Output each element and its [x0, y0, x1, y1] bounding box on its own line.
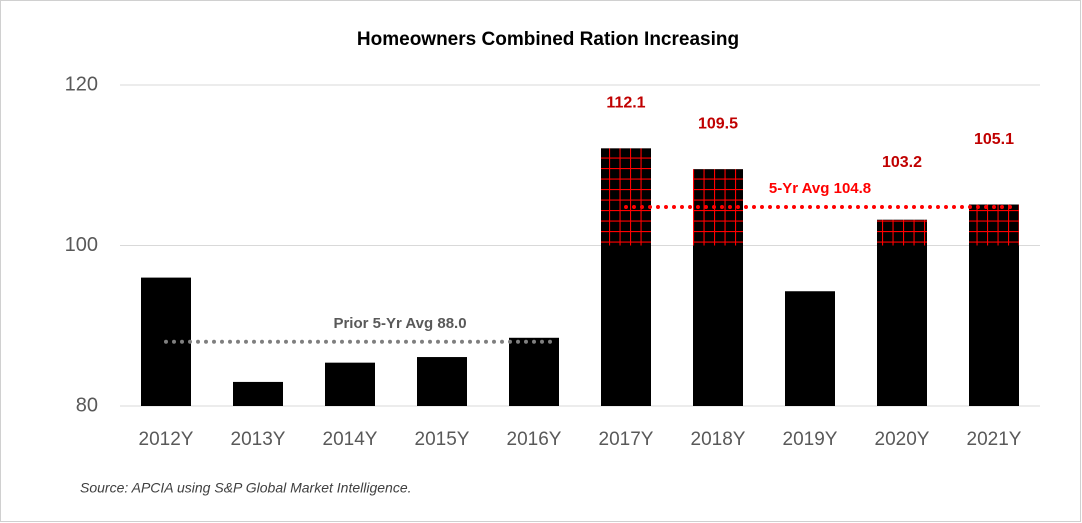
- x-tick-label: 2019Y: [783, 429, 838, 450]
- bar: [325, 362, 375, 406]
- chart-title: Homeowners Combined Ration Increasing: [357, 29, 739, 50]
- average-label: 5-Yr Avg 104.8: [769, 180, 871, 197]
- value-label: 109.5: [698, 115, 738, 132]
- y-tick-label: 120: [65, 73, 98, 95]
- y-tick-label: 80: [76, 394, 98, 416]
- x-tick-label: 2012Y: [139, 429, 194, 450]
- value-label: 112.1: [606, 95, 645, 112]
- bar: [417, 357, 467, 406]
- x-tick-label: 2015Y: [415, 429, 470, 450]
- x-tick-label: 2021Y: [967, 429, 1022, 450]
- source-note: Source: APCIA using S&P Global Market In…: [80, 480, 412, 496]
- average-label: Prior 5-Yr Avg 88.0: [333, 315, 466, 332]
- x-tick-label: 2020Y: [875, 429, 930, 450]
- bar: [233, 381, 283, 406]
- x-tick-label: 2014Y: [323, 429, 378, 450]
- y-tick-label: 100: [65, 234, 98, 256]
- bar: [785, 291, 835, 406]
- bar-highlight: [601, 148, 651, 246]
- value-label: 105.1: [974, 131, 1014, 148]
- value-label: 103.2: [882, 154, 922, 171]
- bar-highlight: [693, 169, 743, 246]
- bar: [509, 337, 559, 406]
- x-tick-label: 2013Y: [231, 429, 286, 450]
- bar-highlight: [877, 219, 927, 246]
- x-tick-label: 2017Y: [599, 429, 654, 450]
- bar-highlight: [969, 204, 1019, 246]
- bar: [877, 219, 927, 406]
- x-tick-label: 2016Y: [507, 429, 562, 450]
- x-tick-label: 2018Y: [691, 429, 746, 450]
